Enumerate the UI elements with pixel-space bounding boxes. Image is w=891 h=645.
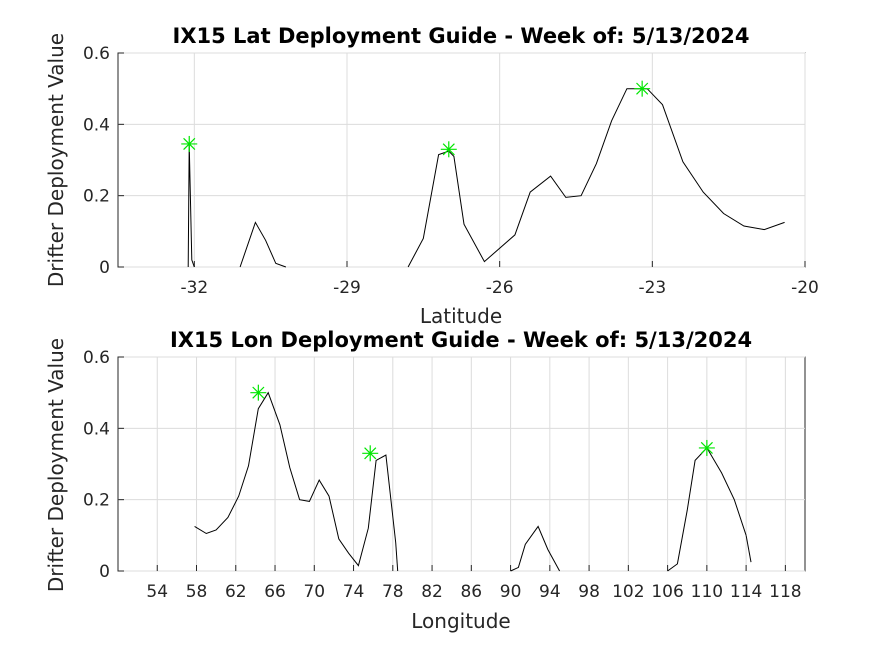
lat-series-line xyxy=(407,88,785,268)
lon-x-tick-label: 78 xyxy=(382,582,404,602)
lon-plot-area xyxy=(117,356,806,572)
lon-x-tick-label: 54 xyxy=(146,582,168,602)
lat-x-tick-label: -23 xyxy=(638,278,666,298)
lat-x-tick-label: -32 xyxy=(180,278,208,298)
lon-x-tick-label: 70 xyxy=(303,582,325,602)
lat-series-line xyxy=(239,221,287,268)
lon-grid xyxy=(118,356,805,572)
lat-x-tick-label: -29 xyxy=(333,278,361,298)
lon-x-tick-label: 114 xyxy=(730,582,762,602)
lon-peak-markers xyxy=(250,384,715,462)
lon-y-axis-label: Drifter Deployment Value xyxy=(44,338,68,592)
lon-series xyxy=(194,391,752,572)
lon-x-tick-label: 66 xyxy=(264,582,286,602)
lat-series xyxy=(187,88,785,268)
lon-x-tick-label: 94 xyxy=(539,582,561,602)
lat-y-tick-label: 0.6 xyxy=(83,44,110,64)
lat-series-line xyxy=(187,143,195,268)
lon-peak-marker xyxy=(698,439,715,456)
lon-y-tick-label: 0 xyxy=(99,562,110,582)
lon-chart-title: IX15 Lon Deployment Guide - Week of: 5/1… xyxy=(170,328,752,352)
lat-peak-marker xyxy=(181,135,198,152)
lon-y-tick-label: 0.4 xyxy=(83,419,110,439)
lat-x-axis-label: Latitude xyxy=(420,304,502,328)
lon-x-tick-label: 58 xyxy=(186,582,208,602)
lon-series-line xyxy=(745,535,752,563)
lon-x-tick-label: 86 xyxy=(460,582,482,602)
lat-peak-marker xyxy=(634,80,651,97)
lat-y-tick-label: 0.2 xyxy=(83,187,110,207)
lat-y-tick-label: 0.4 xyxy=(83,115,110,135)
lat-y-ticks: 0 0.2 0.4 0.6 xyxy=(83,44,124,278)
lat-peak-markers xyxy=(181,80,651,158)
lon-x-tick-label: 74 xyxy=(343,582,365,602)
lon-peak-marker xyxy=(362,445,379,462)
lon-series-line xyxy=(395,542,399,572)
lon-y-tick-label: 0.6 xyxy=(83,348,110,368)
lon-x-tick-label: 102 xyxy=(612,582,644,602)
lat-x-ticks: -32 -29 -26 -23 -20 xyxy=(180,261,819,298)
lat-chart: IX15 Lat Deployment Guide - Week of: 5/1… xyxy=(44,24,819,328)
lon-x-tick-label: 62 xyxy=(225,582,247,602)
lat-y-axis-label: Drifter Deployment Value xyxy=(44,33,68,287)
lon-x-tick-label: 98 xyxy=(578,582,600,602)
lon-x-tick-label: 118 xyxy=(769,582,801,602)
lon-x-tick-label: 110 xyxy=(691,582,723,602)
lon-x-tick-label: 106 xyxy=(651,582,683,602)
lat-x-tick-label: -20 xyxy=(791,278,819,298)
lat-plot-area xyxy=(117,52,806,268)
lon-x-axis-label: Longitude xyxy=(411,609,510,633)
lon-x-ticks: 54 58 62 66 70 74 78 82 86 90 94 98 102 106 110 114 118 xyxy=(146,565,802,602)
lat-y-tick-label: 0 xyxy=(99,258,110,278)
lat-x-tick-label: -26 xyxy=(486,278,514,298)
lon-peak-marker xyxy=(250,384,267,401)
lon-series-line xyxy=(667,447,747,572)
lon-y-tick-label: 0.2 xyxy=(83,491,110,511)
lon-series-line xyxy=(194,391,397,567)
lon-chart: IX15 Lon Deployment Guide - Week of: 5/1… xyxy=(44,328,806,633)
lon-y-ticks: 0 0.2 0.4 0.6 xyxy=(83,348,124,582)
lon-series-line xyxy=(510,525,561,572)
lat-chart-title: IX15 Lat Deployment Guide - Week of: 5/1… xyxy=(173,24,750,48)
lon-x-tick-label: 90 xyxy=(500,582,522,602)
lat-grid xyxy=(118,52,806,268)
lon-x-tick-label: 82 xyxy=(421,582,443,602)
lat-peak-marker xyxy=(440,141,457,158)
